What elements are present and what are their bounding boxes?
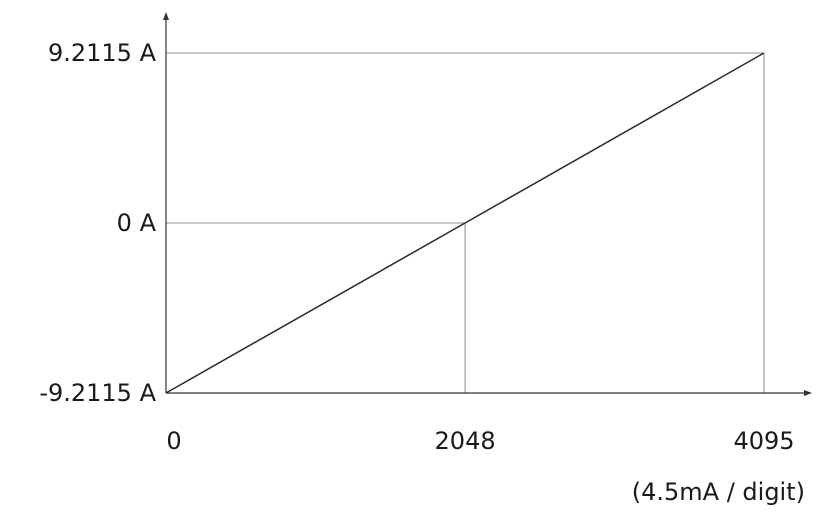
y-axis-arrowhead xyxy=(163,12,169,20)
x-unit-note: (4.5mA / digit) xyxy=(632,478,805,506)
y-tick-label: 0 A xyxy=(117,209,157,237)
series xyxy=(165,52,765,394)
y-tick-label: -9.2115 A xyxy=(39,379,156,407)
x-axis-arrowhead xyxy=(804,390,812,396)
x-tick-label: 4095 xyxy=(733,427,794,455)
y-tick-labels: -9.2115 A 0 A 9.2115 A xyxy=(39,39,156,407)
axes xyxy=(163,12,812,396)
x-tick-labels: 0 2048 4095 xyxy=(166,427,794,455)
x-tick-label: 2048 xyxy=(435,427,496,455)
y-tick-label: 9.2115 A xyxy=(48,39,157,67)
x-tick-label: 0 xyxy=(166,427,181,455)
series-line-0 xyxy=(165,52,765,394)
guide-lines xyxy=(166,52,765,393)
